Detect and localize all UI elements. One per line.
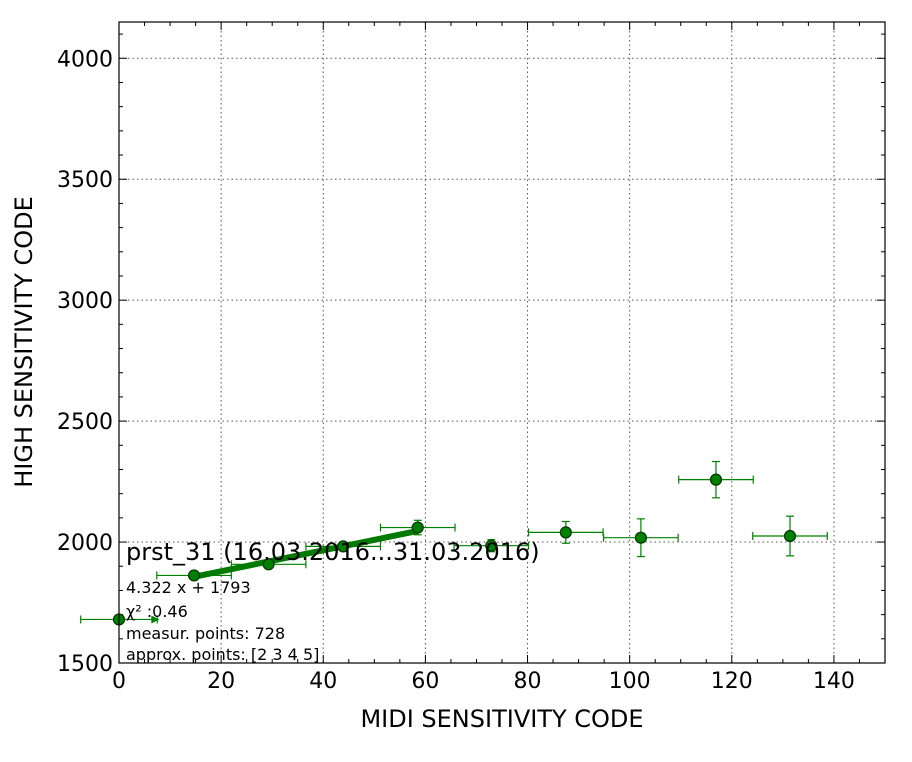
y-tick-label: 1500 [57, 652, 113, 677]
data-point [485, 539, 498, 552]
data-point [783, 529, 797, 543]
y-tick-label: 2000 [57, 531, 113, 556]
fit-line [193, 528, 419, 580]
error-arrow [151, 615, 160, 624]
plot-frame [118, 21, 886, 664]
x-tick-label: 20 [207, 669, 235, 694]
data-point [709, 473, 723, 486]
data-point [411, 521, 424, 534]
data-point [262, 558, 275, 571]
fit-line-group [193, 528, 419, 580]
grid-lines [118, 22, 885, 664]
y-tick-label: 4000 [57, 47, 113, 72]
annotation-title: prst_31 (16.03.2016...31.03.2016) [126, 538, 540, 566]
tick-labels: 0 20 40 60 80 100 120 140 1500 2000 2500 3000 3500 40… [57, 47, 855, 694]
annotation-equation: 4.322 x + 1793 [126, 578, 251, 597]
x-tick-label: 100 [609, 669, 651, 694]
data-points [112, 473, 797, 626]
x-axis-title: MIDI SENSITIVITY CODE [360, 705, 643, 733]
x-tick-label: 120 [711, 669, 753, 694]
y-tick-label: 3000 [57, 289, 113, 314]
data-point [559, 526, 572, 539]
annotation-approx-points: approx. points: [2 3 4 5] [126, 645, 319, 664]
annotation-measur-points: measur. points: 728 [126, 624, 285, 643]
data-point [634, 531, 648, 544]
data-point [187, 569, 201, 582]
x-tick-label: 80 [514, 669, 542, 694]
y-tick-label: 3500 [57, 168, 113, 193]
data-point [337, 540, 350, 553]
x-tick-label: 40 [309, 669, 337, 694]
x-tick-label: 0 [112, 669, 126, 694]
y-axis-title: HIGH SENSITIVITY CODE [10, 196, 38, 488]
y-tick-label: 2500 [57, 410, 113, 435]
annotation-chi2: χ² :0.46 [126, 602, 188, 621]
x-tick-label: 60 [411, 669, 439, 694]
x-tick-label: 140 [813, 669, 855, 694]
